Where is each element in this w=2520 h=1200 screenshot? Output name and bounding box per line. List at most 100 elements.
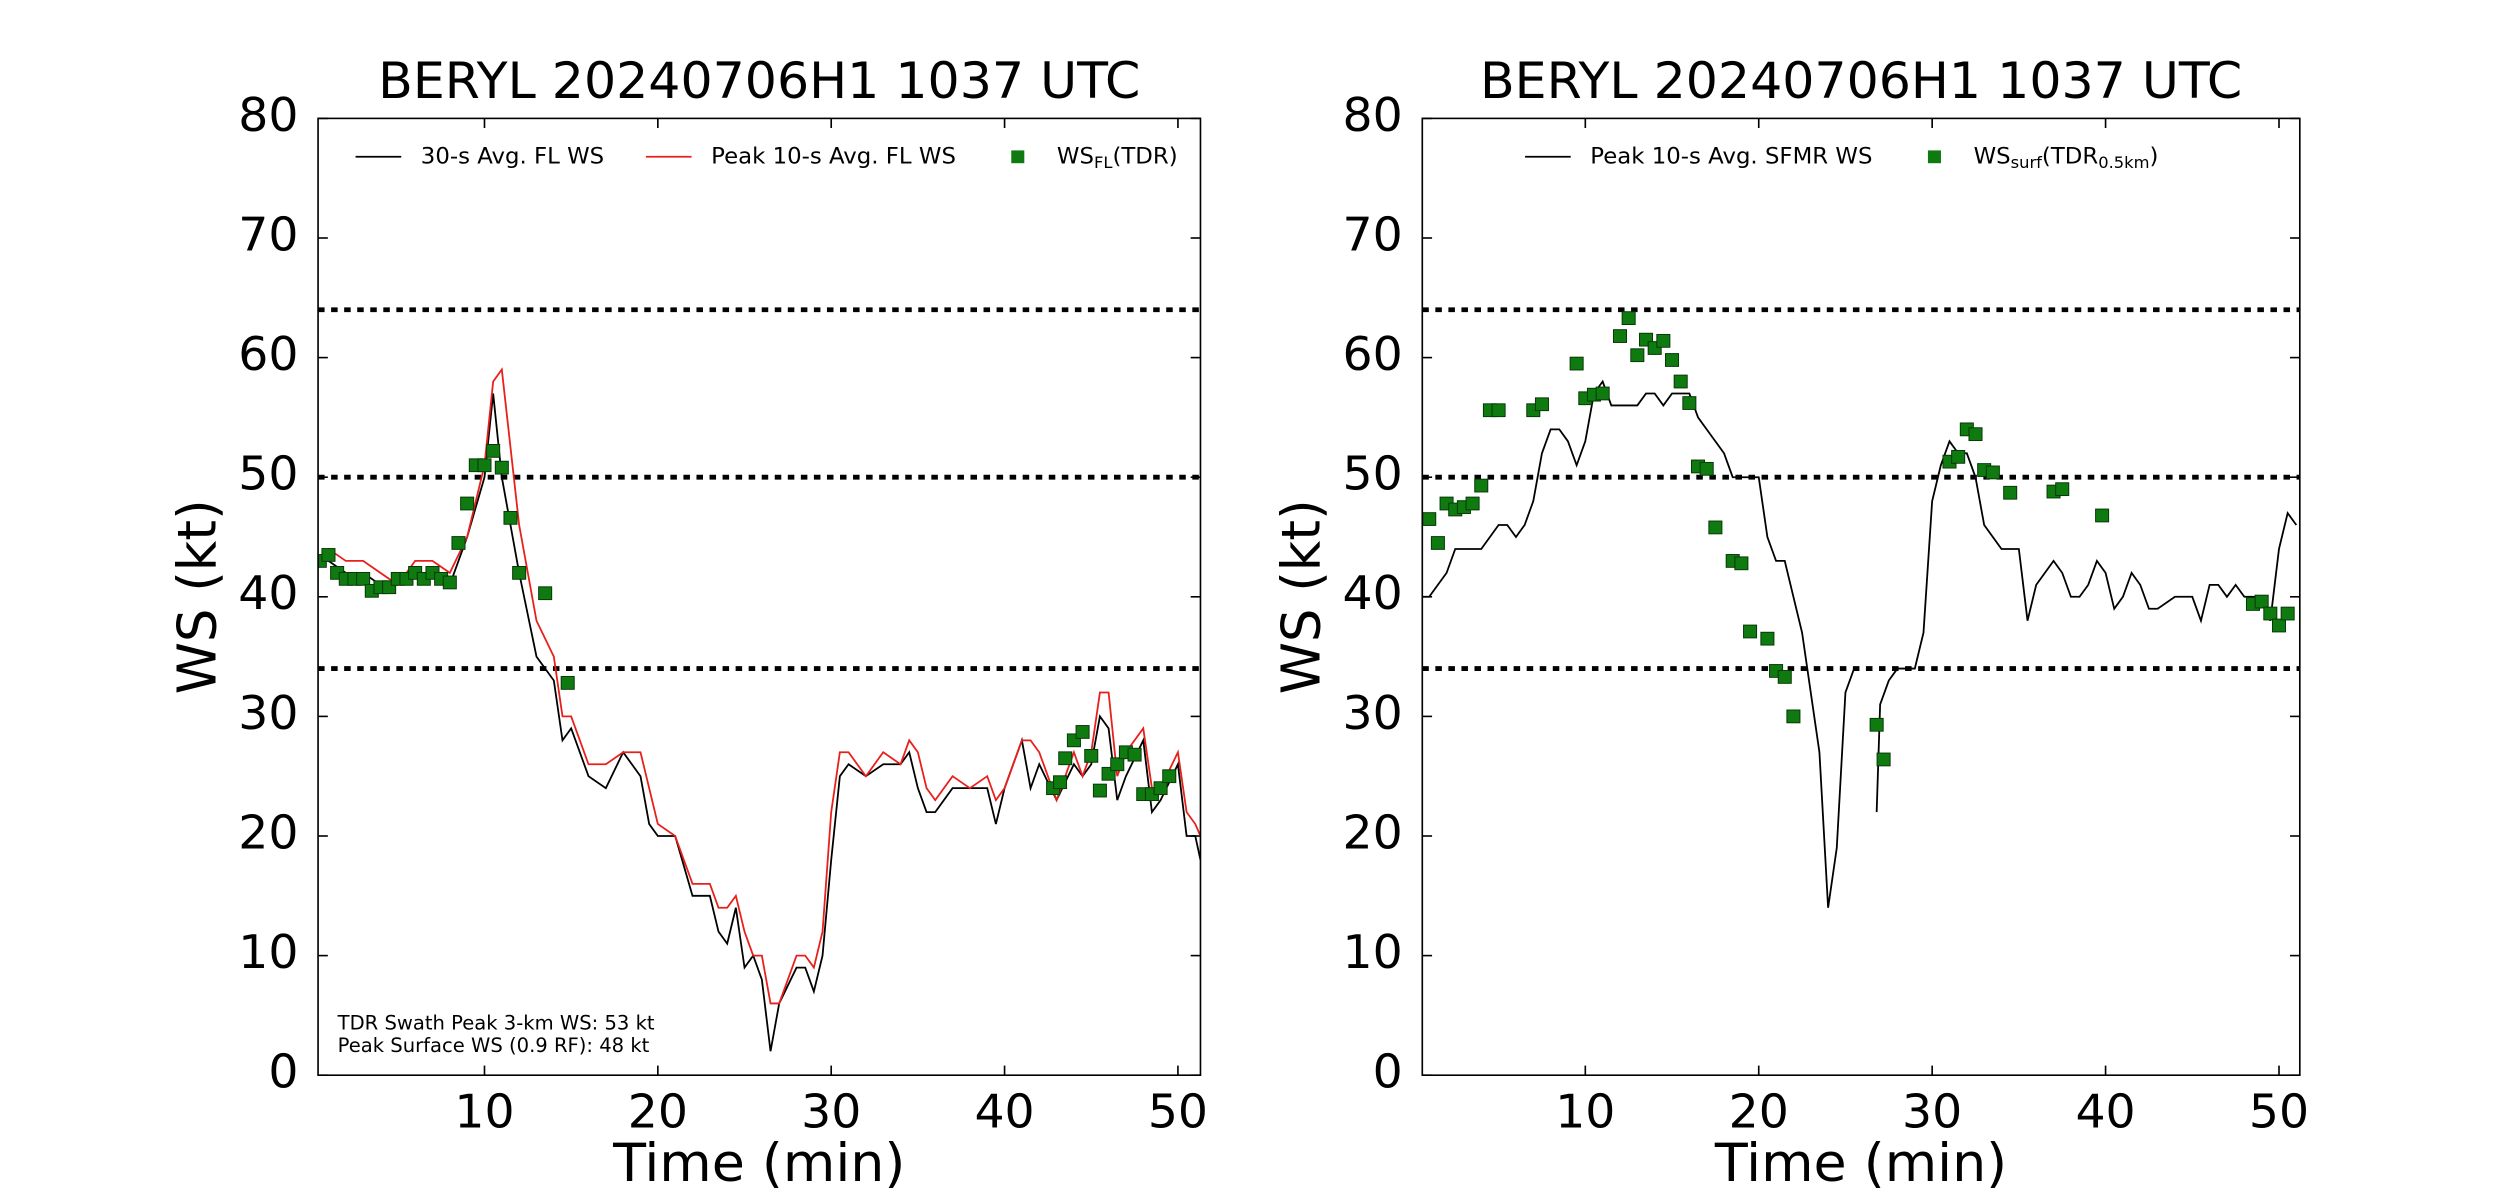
marker [1053, 775, 1068, 790]
series-line [319, 367, 1201, 1005]
y-tick-label: 70 [238, 209, 298, 262]
annotation: Peak Surface WS (0.9 RF): 48 kt [338, 1034, 650, 1057]
marker [2271, 618, 2287, 633]
axes-frame [317, 117, 1202, 1076]
x-tick-label: 30 [1902, 1086, 1962, 1139]
x-axis-label: Time (min) [1714, 1132, 2007, 1193]
marker [1630, 348, 1645, 363]
series-line [319, 393, 1201, 1052]
marker [1673, 374, 1688, 389]
marker [538, 586, 553, 601]
marker [1708, 520, 1723, 535]
marker [1869, 717, 1884, 732]
marker [1951, 449, 1966, 464]
annotation: TDR Swath Peak 3-km WS: 53 kt [337, 1012, 655, 1035]
marker [1127, 747, 1142, 762]
marker [503, 510, 518, 525]
marker [2263, 606, 2278, 621]
x-tick-label: 40 [974, 1086, 1034, 1139]
marker [1534, 397, 1549, 412]
marker [1422, 512, 1437, 526]
legend-label: Peak 10-s Avg. SFMR WS [1590, 143, 1872, 169]
marker [1491, 403, 1506, 418]
y-tick-label: 20 [1343, 807, 1403, 860]
y-tick-label: 30 [1343, 687, 1403, 740]
x-tick-label: 20 [1729, 1086, 1789, 1139]
y-tick-label: 60 [1343, 328, 1403, 381]
chart-title: BERYL 20240706H1 1037 UTC [1480, 53, 2242, 110]
legend-marker [1011, 150, 1025, 164]
marker [1569, 356, 1584, 371]
marker [460, 496, 475, 511]
legend-label-part: WS [1057, 143, 1094, 169]
y-tick-label: 10 [238, 926, 298, 979]
marker [1665, 353, 1680, 367]
marker [1682, 396, 1697, 410]
legend-label: 30-s Avg. FL WS [421, 143, 604, 169]
marker [451, 536, 466, 550]
marker [2254, 594, 2269, 609]
x-tick-label: 30 [801, 1086, 861, 1139]
marker [1075, 725, 1090, 739]
marker [560, 676, 575, 690]
y-tick-label: 80 [1343, 89, 1403, 142]
legend-label-part: Peak 10-s Avg. SFMR WS [1590, 143, 1872, 169]
chart: BERYL 20240706H1 1037 UTC Time (min) WS (k… [166, 53, 1208, 1194]
marker [1656, 333, 1671, 348]
legend-label-part: ) [2149, 143, 2158, 169]
x-tick-label: 50 [1148, 1086, 1208, 1139]
legend-label: WSsurf(TDR0.5km) [1974, 143, 2159, 171]
legend-label-part: (TDR) [1112, 143, 1177, 169]
marker [494, 460, 509, 475]
marker [356, 571, 371, 586]
marker [2095, 508, 2110, 523]
x-axis-label: Time (min) [612, 1132, 905, 1193]
marker [1058, 751, 1073, 766]
marker [442, 575, 457, 590]
marker [486, 444, 501, 458]
y-tick-label: 40 [238, 568, 298, 621]
marker [2003, 485, 2018, 500]
legend-label: Peak 10-s Avg. FL WS [711, 143, 956, 169]
marker [1876, 752, 1891, 767]
x-tick-label: 40 [2075, 1086, 2135, 1139]
marker [2280, 606, 2295, 621]
plot-area [318, 367, 1201, 1052]
marker [1474, 478, 1489, 493]
plot-area [1422, 311, 2298, 908]
y-axis-label: WS (kt) [1270, 499, 1333, 694]
marker [2055, 482, 2070, 497]
marker [512, 565, 527, 580]
y-tick-label: 40 [1343, 568, 1403, 621]
axes-frame [1421, 117, 2301, 1076]
marker [1465, 496, 1480, 511]
y-tick-label: 60 [238, 328, 298, 381]
y-tick-label: 50 [238, 448, 298, 501]
marker [1084, 748, 1099, 763]
marker [1734, 556, 1749, 571]
marker [1743, 624, 1758, 639]
y-axis-label: WS (kt) [166, 499, 229, 694]
marker [1612, 329, 1628, 343]
y-tick-label: 30 [238, 687, 298, 740]
marker [1699, 461, 1714, 476]
legend-label-part: 0.5km [2098, 153, 2149, 172]
x-tick-label: 10 [1555, 1086, 1615, 1139]
chart-title: BERYL 20240706H1 1037 UTC [378, 53, 1140, 110]
marker [477, 458, 492, 473]
marker [1968, 427, 1983, 442]
marker [1786, 709, 1801, 724]
marker [1092, 783, 1107, 798]
legend-label-part: (TDR [2042, 143, 2099, 169]
marker [1985, 465, 2000, 480]
marker [1430, 536, 1445, 550]
legend-label-part: Peak 10-s Avg. FL WS [711, 143, 956, 169]
marker [1162, 769, 1177, 784]
x-tick-label: 10 [454, 1086, 514, 1139]
marker [1595, 386, 1610, 401]
y-tick-label: 10 [1343, 926, 1403, 979]
marker [1621, 311, 1636, 326]
y-tick-label: 20 [238, 807, 298, 860]
y-tick-label: 50 [1343, 448, 1403, 501]
